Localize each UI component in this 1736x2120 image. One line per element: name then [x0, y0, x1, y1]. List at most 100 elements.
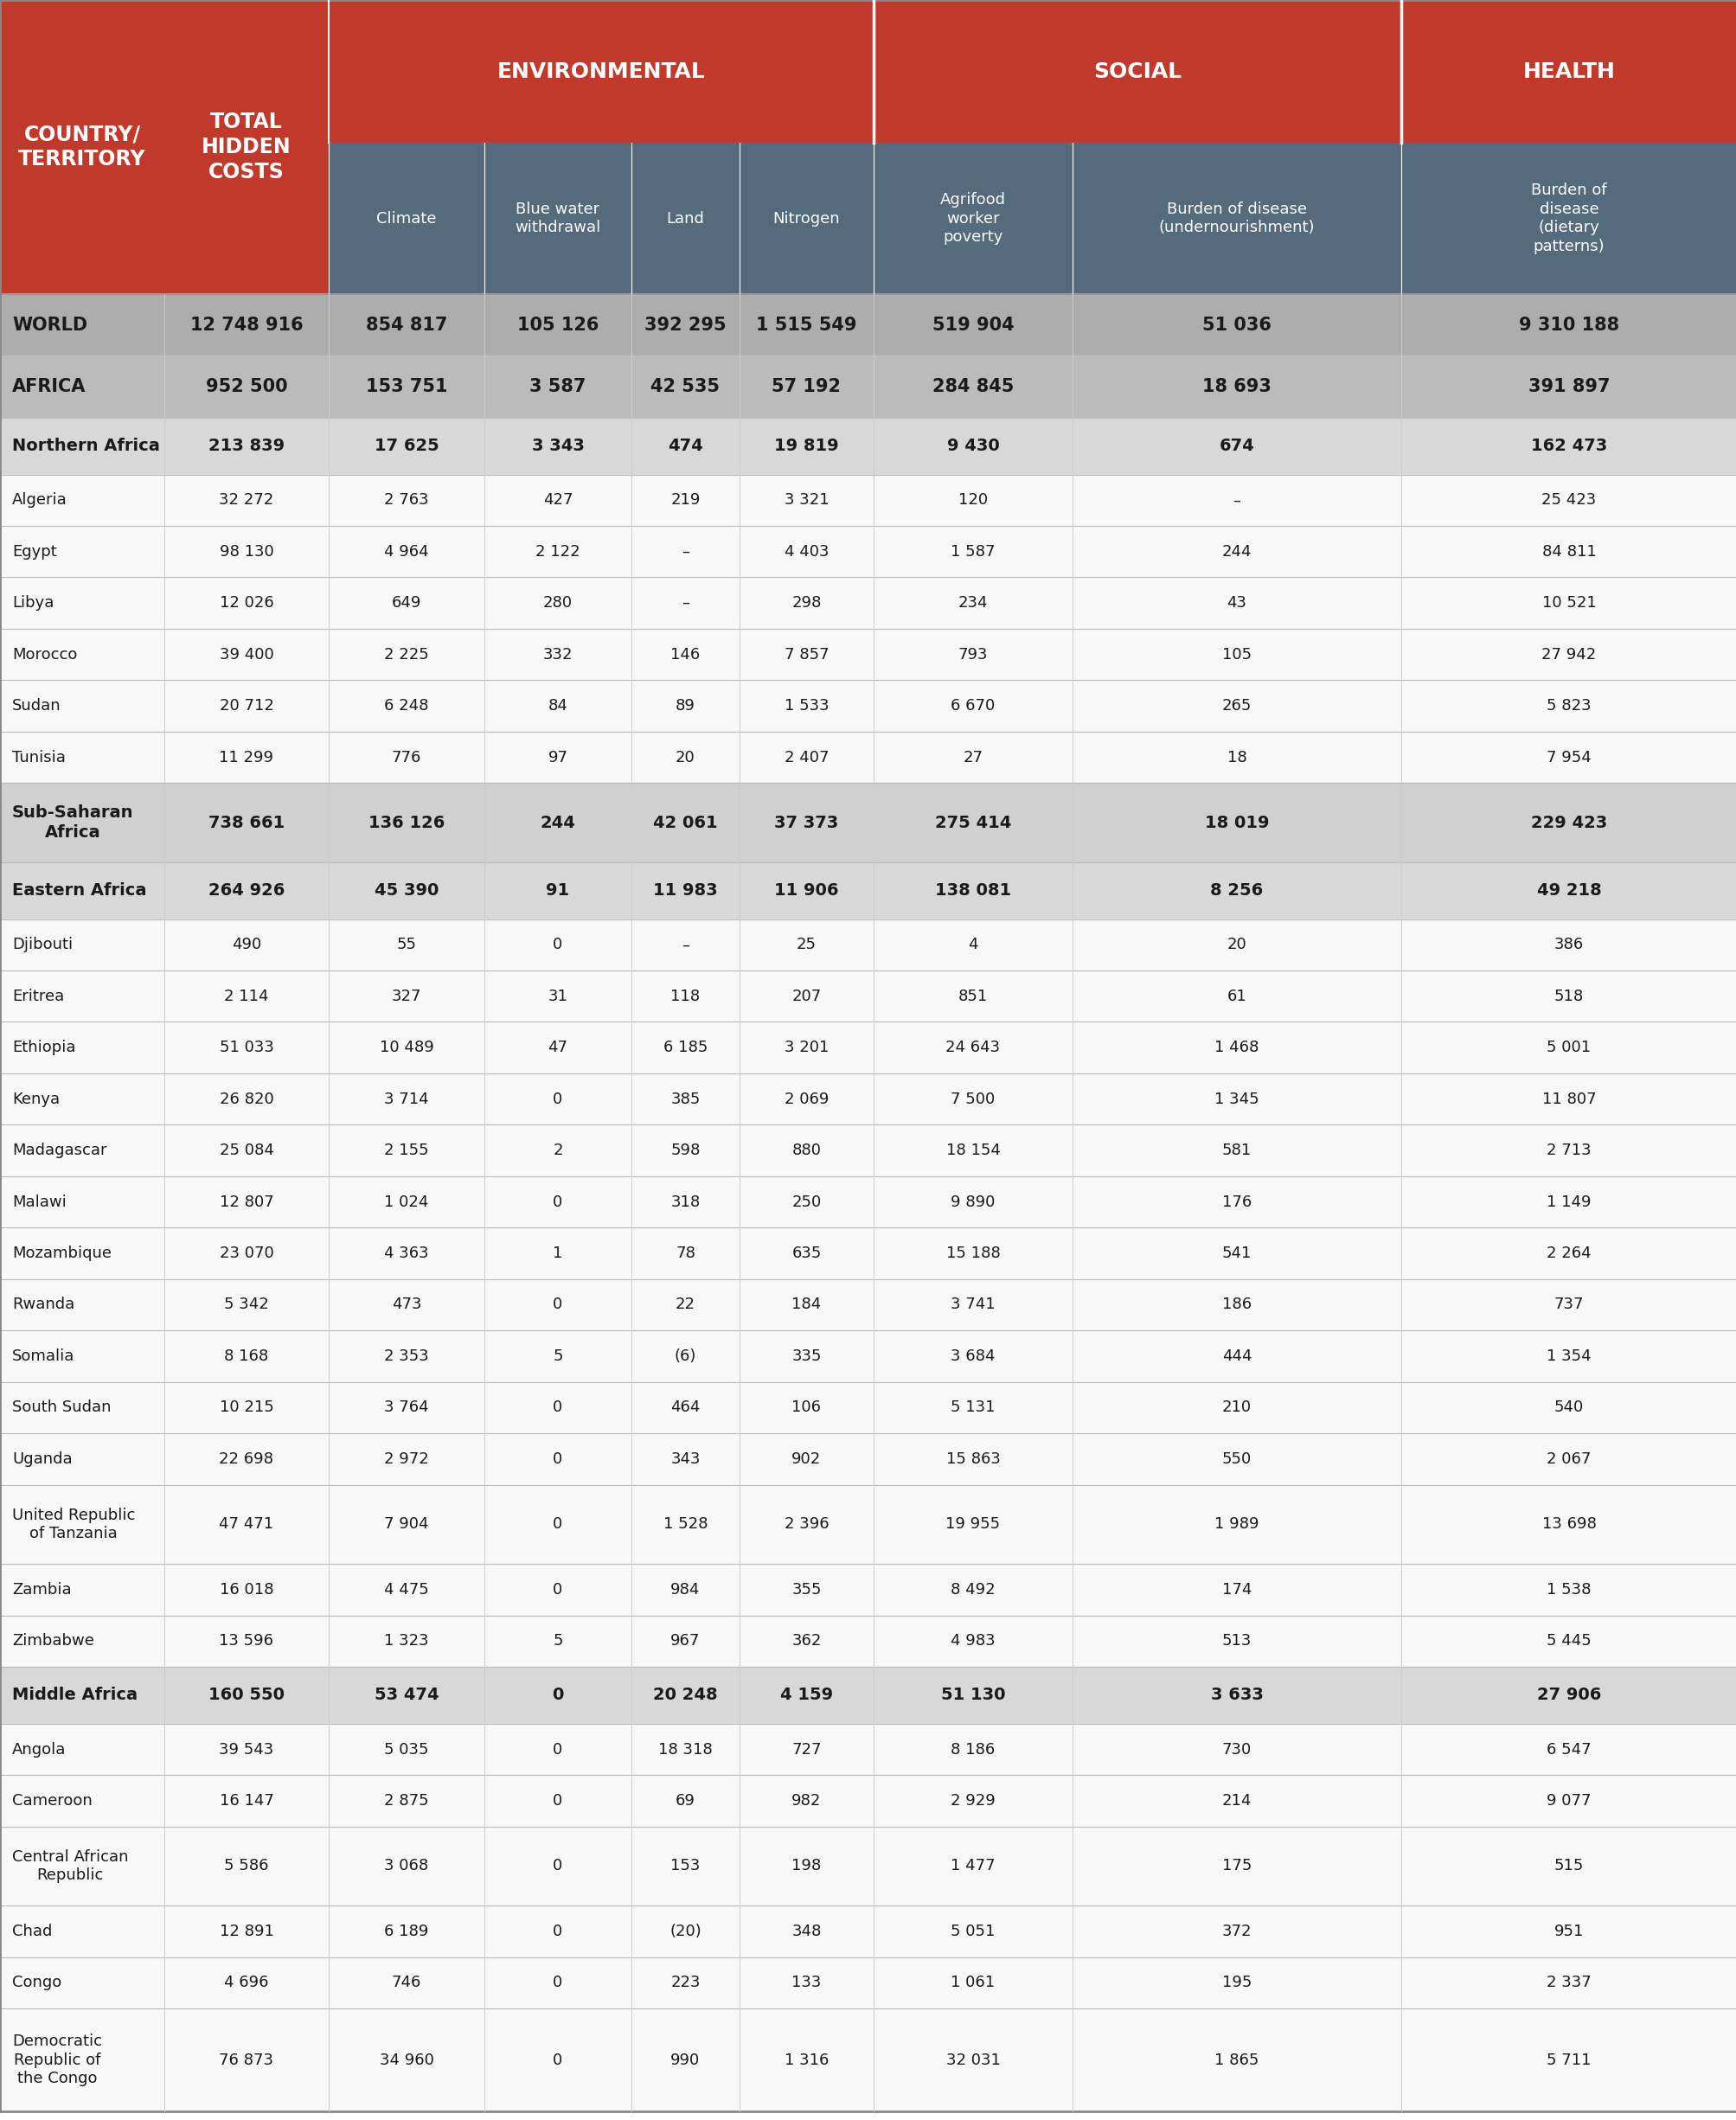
Text: 515: 515 — [1554, 1859, 1583, 1874]
Bar — [0, 1666, 1736, 1724]
Text: 18 154: 18 154 — [946, 1143, 1000, 1158]
Text: Sub-Saharan
Africa: Sub-Saharan Africa — [12, 803, 134, 842]
Text: Zambia: Zambia — [12, 1582, 71, 1596]
Bar — [165, 0, 328, 295]
Text: Democratic
Republic of
the Congo: Democratic Republic of the Congo — [12, 2033, 102, 2086]
Text: (20): (20) — [670, 1923, 701, 1940]
Text: 5 586: 5 586 — [224, 1859, 269, 1874]
Text: 22 698: 22 698 — [219, 1452, 274, 1467]
Bar — [328, 142, 484, 295]
Text: 98 130: 98 130 — [219, 545, 274, 560]
Bar — [0, 1126, 1736, 1177]
Text: 51 036: 51 036 — [1201, 316, 1271, 333]
Text: 2 407: 2 407 — [785, 750, 828, 765]
Text: 2 763: 2 763 — [384, 492, 429, 509]
Text: 635: 635 — [792, 1247, 821, 1261]
Text: 186: 186 — [1222, 1297, 1252, 1312]
Text: 3 201: 3 201 — [785, 1041, 828, 1056]
Text: 737: 737 — [1554, 1297, 1583, 1312]
Text: 18 019: 18 019 — [1205, 814, 1269, 831]
Text: Zimbabwe: Zimbabwe — [12, 1632, 94, 1649]
Text: 0: 0 — [552, 1582, 562, 1596]
Text: 490: 490 — [231, 937, 260, 952]
Text: 105 126: 105 126 — [517, 316, 599, 333]
Text: 264 926: 264 926 — [208, 882, 285, 899]
Text: 153: 153 — [670, 1859, 700, 1874]
Text: 1: 1 — [552, 1247, 562, 1261]
Bar — [0, 681, 1736, 731]
Text: 49 218: 49 218 — [1536, 882, 1601, 899]
Text: 793: 793 — [958, 647, 988, 661]
Text: 738 661: 738 661 — [208, 814, 285, 831]
Text: Ethiopia: Ethiopia — [12, 1041, 76, 1056]
Text: 0: 0 — [552, 1399, 562, 1416]
Text: 0: 0 — [552, 2052, 562, 2067]
Text: 427: 427 — [543, 492, 573, 509]
Text: 18 693: 18 693 — [1201, 377, 1271, 394]
Text: 550: 550 — [1222, 1452, 1252, 1467]
Text: Egypt: Egypt — [12, 545, 57, 560]
Text: United Republic
of Tanzania: United Republic of Tanzania — [12, 1507, 135, 1541]
Text: 13 698: 13 698 — [1542, 1516, 1595, 1533]
Text: 372: 372 — [1222, 1923, 1252, 1940]
Text: 0: 0 — [552, 1452, 562, 1467]
Text: 327: 327 — [391, 988, 422, 1005]
Text: 43: 43 — [1226, 596, 1246, 611]
Text: 265: 265 — [1222, 697, 1252, 714]
Text: 2 114: 2 114 — [224, 988, 269, 1005]
Bar — [0, 1484, 1736, 1565]
Text: 1 024: 1 024 — [384, 1194, 429, 1211]
Text: 223: 223 — [670, 1976, 700, 1991]
Text: 11 299: 11 299 — [219, 750, 274, 765]
Text: Tunisia: Tunisia — [12, 750, 66, 765]
Text: 0: 0 — [552, 1743, 562, 1757]
Text: 9 890: 9 890 — [950, 1194, 995, 1211]
Text: 24 643: 24 643 — [946, 1041, 1000, 1056]
Text: 27 942: 27 942 — [1542, 647, 1595, 661]
Text: 362: 362 — [792, 1632, 821, 1649]
Text: COUNTRY/
TERRITORY: COUNTRY/ TERRITORY — [19, 125, 146, 170]
Text: ENVIRONMENTAL: ENVIRONMENTAL — [496, 61, 705, 83]
Text: 275 414: 275 414 — [934, 814, 1010, 831]
Text: 464: 464 — [670, 1399, 700, 1416]
Text: 61: 61 — [1226, 988, 1246, 1005]
Text: 91: 91 — [545, 882, 569, 899]
Text: 25 423: 25 423 — [1542, 492, 1595, 509]
Text: 1 477: 1 477 — [950, 1859, 995, 1874]
Text: Morocco: Morocco — [12, 647, 78, 661]
Text: 84: 84 — [549, 697, 568, 714]
Text: Land: Land — [667, 210, 705, 227]
Text: 391 897: 391 897 — [1528, 377, 1609, 394]
Text: 162 473: 162 473 — [1529, 437, 1606, 454]
Text: 78: 78 — [675, 1247, 694, 1261]
Bar — [0, 630, 1736, 681]
Text: 19 955: 19 955 — [946, 1516, 1000, 1533]
Text: 284 845: 284 845 — [932, 377, 1014, 394]
Text: 3 068: 3 068 — [384, 1859, 429, 1874]
Text: 16 018: 16 018 — [219, 1582, 273, 1596]
Text: 4: 4 — [967, 937, 977, 952]
Text: 280: 280 — [543, 596, 573, 611]
Text: 51 033: 51 033 — [219, 1041, 274, 1056]
Text: 138 081: 138 081 — [934, 882, 1010, 899]
Text: 32 031: 32 031 — [946, 2052, 1000, 2067]
Text: 175: 175 — [1222, 1859, 1252, 1874]
Text: 5 001: 5 001 — [1547, 1041, 1590, 1056]
Text: 198: 198 — [792, 1859, 821, 1874]
Text: 47: 47 — [547, 1041, 568, 1056]
Text: 5: 5 — [552, 1348, 562, 1363]
Text: 234: 234 — [958, 596, 988, 611]
Text: 1 345: 1 345 — [1213, 1092, 1259, 1107]
Text: 195: 195 — [1222, 1976, 1252, 1991]
Text: 2 122: 2 122 — [535, 545, 580, 560]
Text: 106: 106 — [792, 1399, 821, 1416]
Text: 1 587: 1 587 — [950, 545, 995, 560]
Text: 219: 219 — [670, 492, 700, 509]
Bar — [0, 1073, 1736, 1126]
Text: 0: 0 — [552, 1297, 562, 1312]
Text: (6): (6) — [674, 1348, 696, 1363]
Text: Burden of
disease
(dietary
patterns): Burden of disease (dietary patterns) — [1531, 182, 1606, 254]
Bar — [0, 782, 1736, 863]
Text: 513: 513 — [1222, 1632, 1252, 1649]
Text: 4 983: 4 983 — [950, 1632, 995, 1649]
